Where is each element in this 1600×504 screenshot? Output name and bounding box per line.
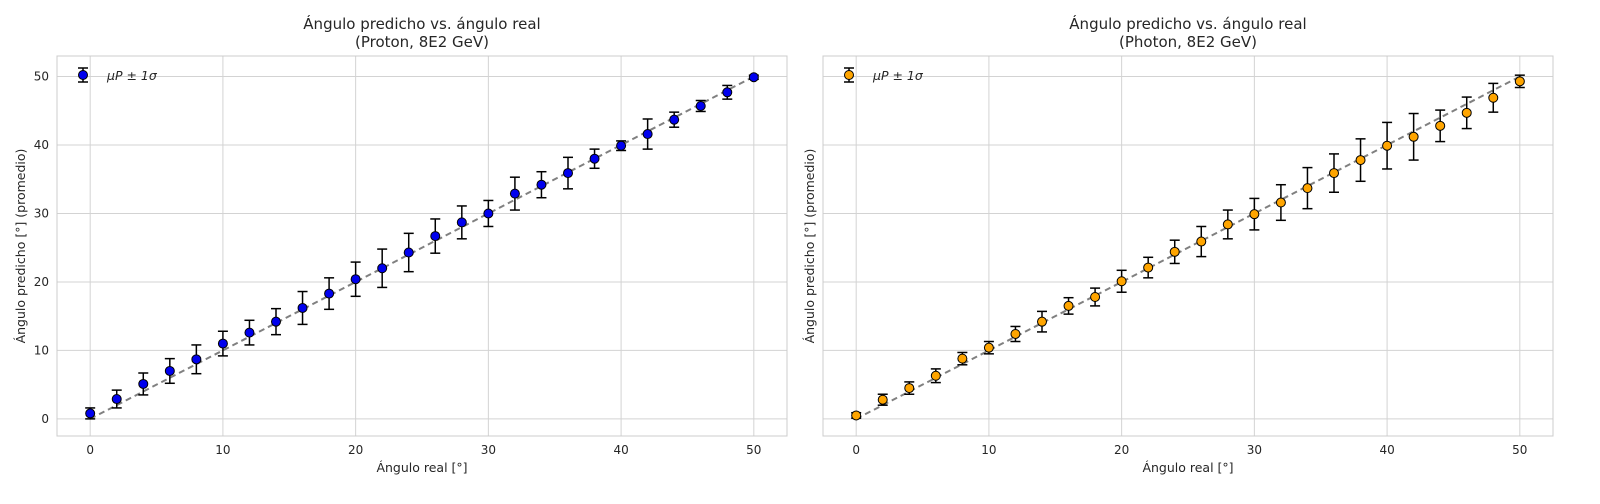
legend-label: μP ± 1σ: [106, 68, 158, 83]
data-point: [1382, 140, 1393, 151]
y-tick-label: 0: [41, 412, 49, 426]
data-point: [509, 188, 520, 199]
data-point: [983, 342, 994, 353]
data-point: [722, 87, 733, 98]
legend-marker: [844, 70, 854, 80]
data-point: [695, 100, 706, 111]
data-point: [191, 354, 202, 365]
data-point: [85, 408, 96, 419]
reference-line: [89, 75, 755, 420]
x-tick-label: 20: [1114, 443, 1129, 457]
data-point: [1010, 328, 1021, 339]
data-point: [1514, 76, 1525, 87]
data-point: [1090, 292, 1101, 303]
data-point: [1488, 92, 1499, 103]
x-axis-label: Ángulo real [°]: [376, 460, 467, 475]
data-point: [1435, 120, 1446, 131]
x-tick-label: 40: [613, 443, 628, 457]
data-point: [1461, 107, 1472, 118]
data-point: [1355, 155, 1366, 166]
axes-frame: [56, 55, 788, 437]
x-tick-label: 40: [1379, 443, 1394, 457]
x-tick-label: 10: [981, 443, 996, 457]
chart-panel-2: 0 10 20 30 40 50 Ángulo predicho vs. ángulo re…: [802, 14, 1554, 475]
chart-panel-1: 0 10 20 30 40 50 0 10 20 30 40 50 Ángulo predicho vs…: [13, 14, 788, 475]
x-tick-label: 50: [1512, 443, 1527, 457]
chart-title: Ángulo predicho vs. ángulo real: [303, 14, 540, 33]
data-point: [1169, 246, 1180, 257]
x-tick-label: 0: [852, 443, 860, 457]
data-point: [748, 72, 759, 83]
data-point: [271, 316, 281, 327]
x-tick-label: 30: [1247, 443, 1262, 457]
x-tick-label: 0: [86, 443, 94, 457]
y-tick-label: 50: [34, 70, 49, 84]
x-tick-label: 20: [348, 443, 363, 457]
legend-label: μP ± 1σ: [872, 68, 924, 83]
data-point: [244, 327, 255, 338]
y-tick-label: 30: [34, 206, 49, 220]
legend: μP ± 1σ: [844, 67, 924, 83]
data-point: [297, 302, 308, 313]
data-point: [138, 378, 149, 389]
data-point: [957, 353, 968, 364]
data-point: [1222, 219, 1233, 230]
data-point: [642, 129, 653, 140]
x-tick-label: 30: [481, 443, 496, 457]
x-tick-label: 50: [746, 443, 761, 457]
data-point: [536, 179, 547, 190]
x-axis-label: Ángulo real [°]: [1142, 460, 1233, 475]
legend-marker: [78, 70, 88, 80]
data-point: [1037, 316, 1047, 327]
y-tick-label: 20: [34, 275, 49, 289]
data-point: [1249, 209, 1260, 220]
y-tick-label: 10: [34, 343, 49, 357]
legend: μP ± 1σ: [78, 67, 158, 83]
data-point: [456, 217, 467, 228]
data-point: [1143, 262, 1154, 273]
data-point: [877, 394, 888, 405]
chart-subtitle: (Photon, 8E2 GeV): [1119, 33, 1257, 51]
reference-line: [855, 75, 1521, 420]
y-axis-label: Ángulo predicho [°] (promedio): [13, 149, 28, 344]
data-point: [324, 288, 335, 299]
data-point: [589, 153, 600, 164]
data-point: [1302, 183, 1313, 194]
data-point: [377, 263, 388, 274]
data-point: [1408, 131, 1419, 142]
data-point: [1196, 236, 1207, 247]
data-point: [430, 231, 441, 242]
data-point: [1329, 168, 1339, 179]
axes-frame: [822, 55, 1554, 437]
data-point: [1063, 300, 1074, 311]
y-axis-label: Ángulo predicho [°] (promedio): [802, 149, 817, 344]
data-point: [563, 168, 573, 179]
data-point: [669, 114, 680, 125]
data-point: [164, 365, 175, 376]
chart-title: Ángulo predicho vs. ángulo real: [1069, 14, 1306, 33]
data-point: [930, 370, 941, 381]
data-point: [1116, 276, 1127, 287]
data-point: [217, 338, 228, 349]
chart-subtitle: (Proton, 8E2 GeV): [355, 33, 489, 51]
data-point: [111, 394, 122, 405]
x-tick-label: 10: [215, 443, 230, 457]
y-tick-label: 40: [34, 138, 49, 152]
data-point: [403, 247, 414, 258]
data-point: [350, 274, 361, 285]
data-point: [616, 140, 627, 151]
data-point: [1275, 197, 1286, 208]
data-point: [904, 383, 915, 394]
data-point: [851, 410, 862, 421]
data-point: [483, 208, 494, 219]
